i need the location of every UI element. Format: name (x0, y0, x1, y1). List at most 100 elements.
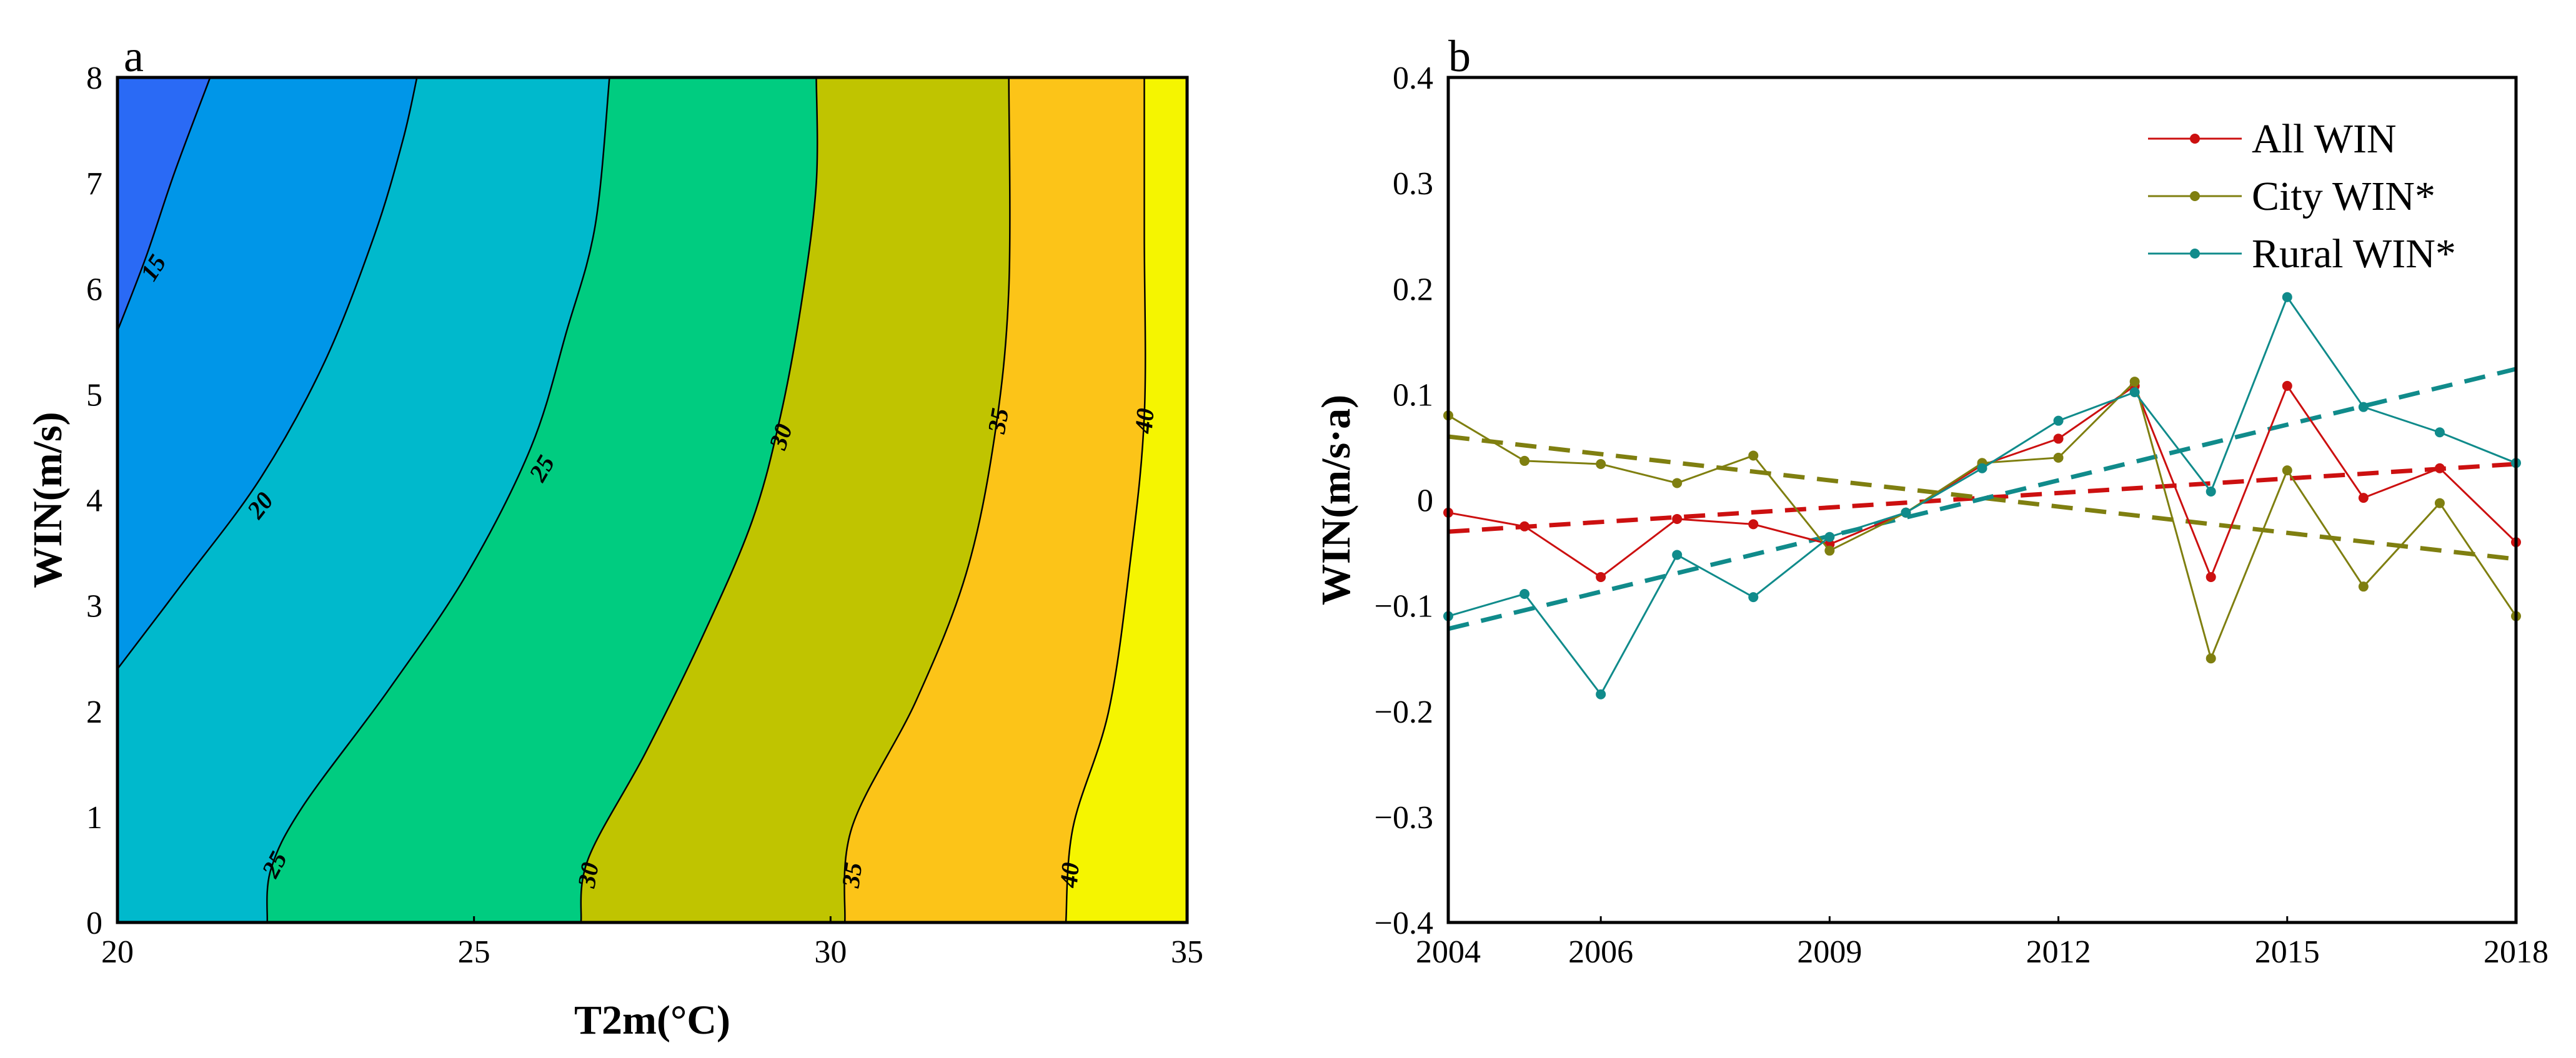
legend-swatch-marker (2190, 249, 2200, 259)
y-axis-label: WIN(m/s·a) (1313, 395, 1359, 605)
y-tick-label: 7 (86, 166, 102, 202)
data-point-rural-win (1672, 550, 1683, 560)
y-tick-label: 0.1 (1393, 377, 1433, 413)
data-point-city-win (2206, 653, 2216, 664)
series-line-rural-win (1448, 295, 2517, 696)
contour-label: 35 (982, 406, 1014, 436)
y-tick-label: 0.3 (1393, 166, 1433, 202)
contour-label: 40 (1129, 407, 1159, 435)
y-tick-label: 4 (86, 483, 102, 519)
data-point-all-win (2053, 433, 2064, 444)
data-point-rural-win (2282, 292, 2292, 302)
data-point-city-win (1672, 478, 1683, 488)
y-axis-label: WIN(m/s) (25, 412, 71, 588)
data-point-city-win (2129, 377, 2140, 387)
series-rural-win (1443, 292, 2521, 700)
x-tick-label: 2018 (2484, 934, 2549, 970)
data-point-rural-win (1748, 592, 1759, 603)
y-tick-label: −0.1 (1375, 589, 1433, 625)
data-point-rural-win (2053, 415, 2064, 426)
data-point-all-win (1519, 521, 1530, 531)
legend: All WIN City WIN* Rural WIN* (2148, 116, 2456, 277)
contour-line-25 (266, 77, 610, 923)
series-line-city-win (1448, 380, 2517, 661)
y-tick-label: 0.4 (1393, 61, 1433, 96)
contour-line-15 (116, 77, 211, 332)
data-point-rural-win (1519, 589, 1530, 600)
data-point-all-win (2206, 571, 2216, 582)
x-axis-ticks: 2004 2006 2009 2012 2015 2018 (1416, 916, 2549, 970)
data-series (1443, 292, 2521, 700)
contour-region-below-20 (117, 77, 417, 922)
contour-line-20 (117, 77, 418, 670)
contour-lines (116, 77, 1146, 923)
panel-label-b: b (1448, 31, 1471, 81)
data-point-rural-win (1901, 507, 1911, 518)
contour-label: 35 (836, 861, 867, 890)
data-point-all-win (2358, 493, 2369, 503)
data-point-all-win (1672, 513, 1683, 524)
contour-fills (117, 77, 1187, 922)
data-point-rural-win (1977, 463, 1987, 473)
series-all-win (1443, 380, 2521, 582)
data-point-rural-win (2434, 427, 2445, 438)
x-tick-label: 35 (1171, 934, 1203, 970)
y-tick-label: 6 (86, 272, 102, 307)
panel-label-a: a (124, 31, 144, 81)
x-tick-label: 2009 (1797, 934, 1862, 970)
x-tick-label: 2006 (1568, 934, 1633, 970)
data-point-rural-win (1596, 689, 1606, 700)
x-tick-label: 20 (101, 934, 134, 970)
y-tick-label: 0 (1417, 483, 1433, 519)
y-axis-ticks: 0.4 0.3 0.2 0.1 0 −0.1 −0.2 −0.3 −0.4 (1375, 61, 1433, 941)
y-tick-label: 0.2 (1393, 272, 1433, 307)
data-point-rural-win (1824, 531, 1835, 542)
trend-line-rural-win (1448, 367, 2517, 631)
data-point-all-win (2282, 380, 2292, 391)
x-tick-label: 2015 (2255, 934, 2320, 970)
data-point-all-win (2434, 463, 2445, 473)
legend-label: Rural WIN* (2252, 231, 2456, 277)
y-tick-label: 1 (86, 800, 102, 836)
legend-label: All WIN (2252, 116, 2397, 162)
data-point-city-win (1519, 455, 1530, 466)
series-city-win (1443, 377, 2521, 664)
y-tick-label: 5 (86, 377, 102, 413)
plot-frame (116, 76, 1189, 924)
contour-line-35 (843, 77, 1011, 923)
x-axis-label: T2m(°C) (574, 997, 730, 1043)
legend-swatch-marker (2190, 191, 2200, 201)
data-point-rural-win (2358, 402, 2369, 412)
legend-swatch-marker (2190, 134, 2200, 144)
legend-entry: All WIN (2148, 116, 2397, 162)
data-point-all-win (1748, 519, 1759, 530)
data-point-city-win (1824, 545, 1835, 556)
contour-region-below-15 (117, 77, 211, 922)
panel-b-line-chart: 2004 2006 2009 2012 2015 2018 0.4 0.3 0.2 0.1 0 −0… (1313, 31, 2549, 970)
contour-label: 30 (572, 860, 604, 890)
data-point-rural-win (2129, 387, 2140, 397)
legend-label: City WIN* (2252, 174, 2435, 219)
y-tick-label: −0.2 (1375, 695, 1433, 730)
x-tick-label: 30 (814, 934, 847, 970)
contour-line-40 (1065, 77, 1146, 923)
data-point-city-win (1596, 458, 1606, 469)
x-tick-label: 25 (458, 934, 490, 970)
x-tick-label: 2004 (1416, 934, 1481, 970)
data-point-rural-win (2206, 486, 2216, 497)
y-tick-label: 0 (86, 906, 102, 941)
trend-lines (1448, 367, 2517, 631)
data-point-city-win (2282, 465, 2292, 476)
y-tick-label: −0.4 (1375, 906, 1433, 941)
data-point-city-win (2053, 452, 2064, 463)
y-tick-label: 2 (86, 695, 102, 730)
data-point-all-win (1596, 571, 1606, 582)
trend-line-city-win (1448, 434, 2517, 561)
contour-line-30 (580, 77, 818, 923)
legend-entry: Rural WIN* (2148, 231, 2456, 277)
data-point-city-win (2434, 498, 2445, 508)
y-tick-label: −0.3 (1375, 800, 1433, 836)
data-point-city-win (1748, 450, 1759, 461)
contour-label: 40 (1054, 861, 1084, 889)
